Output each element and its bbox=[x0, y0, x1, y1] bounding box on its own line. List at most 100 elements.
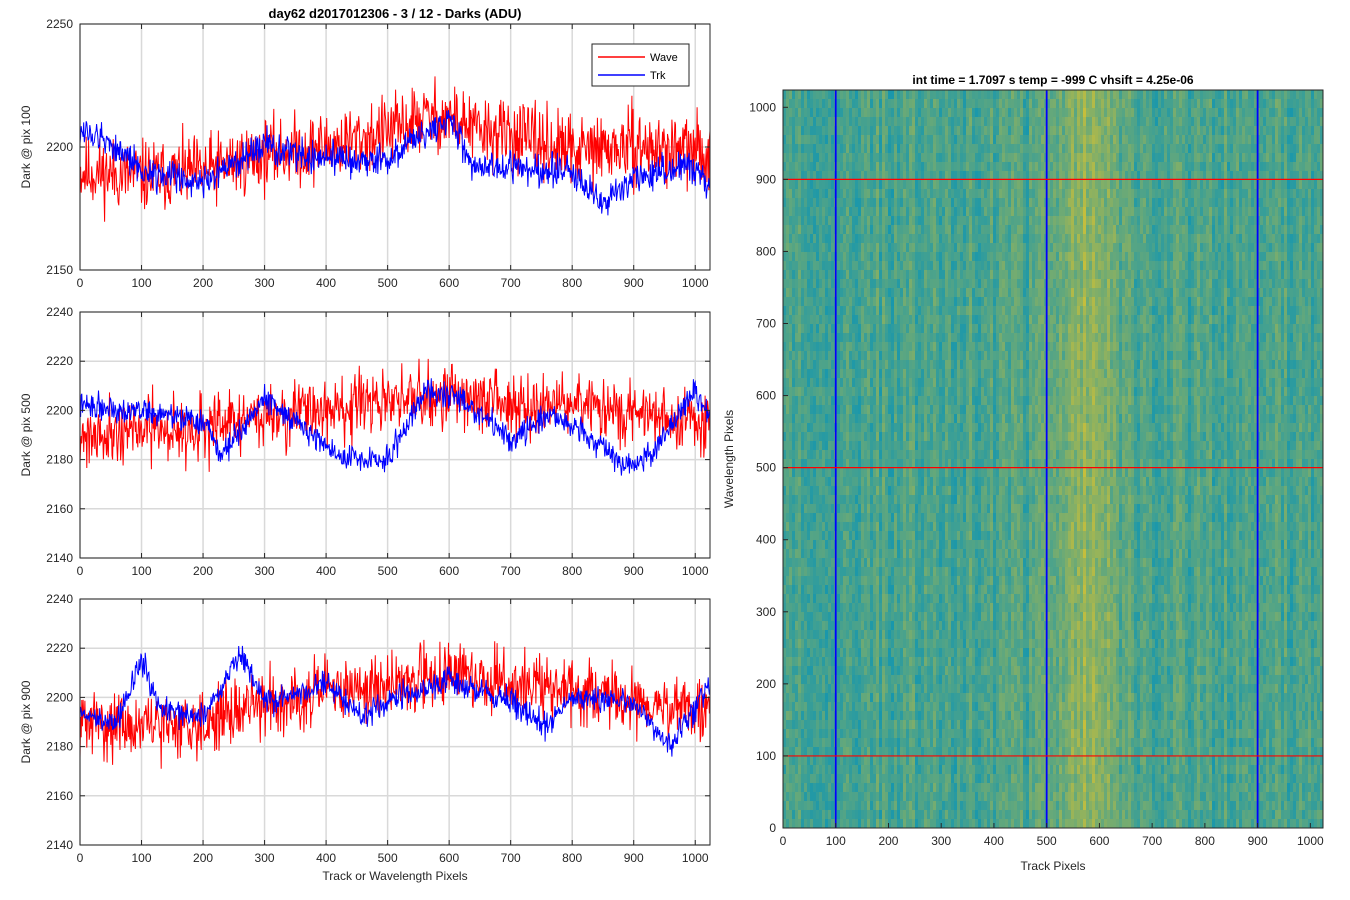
heatmap-cell bbox=[927, 792, 931, 802]
heatmap-cell bbox=[957, 279, 961, 289]
heatmap-cell bbox=[882, 765, 886, 775]
heatmap-cell bbox=[867, 108, 871, 118]
heatmap-cell bbox=[843, 126, 847, 136]
heatmap-cell bbox=[849, 612, 853, 622]
heatmap-cell bbox=[945, 378, 949, 388]
heatmap-cell bbox=[936, 675, 940, 685]
heatmap-cell bbox=[915, 576, 919, 586]
heatmap-cell bbox=[840, 603, 844, 613]
heatmap-cell bbox=[825, 387, 829, 397]
heatmap-cell bbox=[897, 540, 901, 550]
heatmap-cell bbox=[852, 189, 856, 199]
heatmap-cell bbox=[843, 576, 847, 586]
heatmap-cell bbox=[789, 711, 793, 721]
heatmap-cell bbox=[810, 315, 814, 325]
heatmap-cell bbox=[924, 108, 928, 118]
heatmap-cell bbox=[858, 531, 862, 541]
heatmap-cell bbox=[798, 684, 802, 694]
heatmap-cell bbox=[891, 225, 895, 235]
heatmap-cell bbox=[906, 144, 910, 154]
heatmap-cell bbox=[789, 657, 793, 667]
heatmap-cell bbox=[852, 270, 856, 280]
heatmap-cell bbox=[804, 639, 808, 649]
heatmap-cell bbox=[795, 720, 799, 730]
heatmap-cell bbox=[819, 774, 823, 784]
heatmap-cell bbox=[819, 351, 823, 361]
heatmap-cell bbox=[819, 243, 823, 253]
heatmap-cell bbox=[951, 234, 955, 244]
heatmap-cell bbox=[813, 333, 817, 343]
heatmap-cell bbox=[852, 513, 856, 523]
heatmap-cell bbox=[837, 315, 841, 325]
heatmap-cell bbox=[840, 567, 844, 577]
heatmap-cell bbox=[927, 630, 931, 640]
heatmap-cell bbox=[864, 342, 868, 352]
heatmap-cell bbox=[852, 441, 856, 451]
heatmap-cell bbox=[897, 108, 901, 118]
heatmap-cell bbox=[849, 459, 853, 469]
heatmap-cell bbox=[915, 198, 919, 208]
heatmap-cell bbox=[888, 117, 892, 127]
heatmap-cell bbox=[948, 207, 952, 217]
heatmap-cell bbox=[861, 342, 865, 352]
heatmap-cell bbox=[828, 675, 832, 685]
heatmap-cell bbox=[798, 819, 802, 829]
heatmap-cell bbox=[921, 783, 925, 793]
heatmap-cell bbox=[864, 756, 868, 766]
heatmap-cell bbox=[879, 333, 883, 343]
heatmap-cell bbox=[804, 351, 808, 361]
heatmap-cell bbox=[876, 684, 880, 694]
heatmap-cell bbox=[816, 468, 820, 478]
heatmap-cell bbox=[930, 117, 934, 127]
heatmap-cell bbox=[906, 306, 910, 316]
heatmap-cell bbox=[954, 459, 958, 469]
heatmap-cell bbox=[810, 738, 814, 748]
heatmap-cell bbox=[810, 369, 814, 379]
heatmap-cell bbox=[882, 261, 886, 271]
heatmap-cell bbox=[948, 261, 952, 271]
heatmap-cell bbox=[825, 693, 829, 703]
heatmap-cell bbox=[942, 468, 946, 478]
heatmap-cell bbox=[921, 585, 925, 595]
heatmap-cell bbox=[822, 783, 826, 793]
heatmap-cell bbox=[954, 531, 958, 541]
heatmap-cell bbox=[885, 189, 889, 199]
heatmap-cell bbox=[933, 468, 937, 478]
heatmap-cell bbox=[888, 162, 892, 172]
heatmap-cell bbox=[876, 333, 880, 343]
heatmap-cell bbox=[885, 216, 889, 226]
heatmap-cell bbox=[948, 792, 952, 802]
heatmap-cell bbox=[912, 432, 916, 442]
heatmap-cell bbox=[882, 819, 886, 829]
heatmap-cell bbox=[825, 576, 829, 586]
heatmap-cell bbox=[825, 405, 829, 415]
heatmap-cell bbox=[933, 549, 937, 559]
heatmap-cell bbox=[912, 648, 916, 658]
heatmap-cell bbox=[885, 576, 889, 586]
heatmap-cell bbox=[831, 666, 835, 676]
heatmap-cell bbox=[783, 657, 787, 667]
heatmap-cell bbox=[807, 594, 811, 604]
heatmap-cell bbox=[855, 702, 859, 712]
heatmap-cell bbox=[945, 360, 949, 370]
heatmap-cell bbox=[888, 99, 892, 109]
heatmap-cell bbox=[939, 198, 943, 208]
heatmap-cell bbox=[822, 297, 826, 307]
heatmap-cell bbox=[888, 198, 892, 208]
heatmap-cell bbox=[900, 297, 904, 307]
heatmap-cell bbox=[873, 441, 877, 451]
heatmap-cell bbox=[807, 252, 811, 262]
heatmap-cell bbox=[861, 747, 865, 757]
heatmap-cell bbox=[840, 324, 844, 334]
heatmap-cell bbox=[897, 198, 901, 208]
heatmap-cell bbox=[879, 207, 883, 217]
heatmap-cell bbox=[855, 360, 859, 370]
heatmap-cell bbox=[891, 234, 895, 244]
heatmap-cell bbox=[909, 603, 913, 613]
heatmap-cell bbox=[813, 585, 817, 595]
heatmap-cell bbox=[822, 126, 826, 136]
heatmap-cell bbox=[933, 756, 937, 766]
heatmap-cell bbox=[873, 234, 877, 244]
heatmap-cell bbox=[861, 621, 865, 631]
heatmap-cell bbox=[891, 144, 895, 154]
